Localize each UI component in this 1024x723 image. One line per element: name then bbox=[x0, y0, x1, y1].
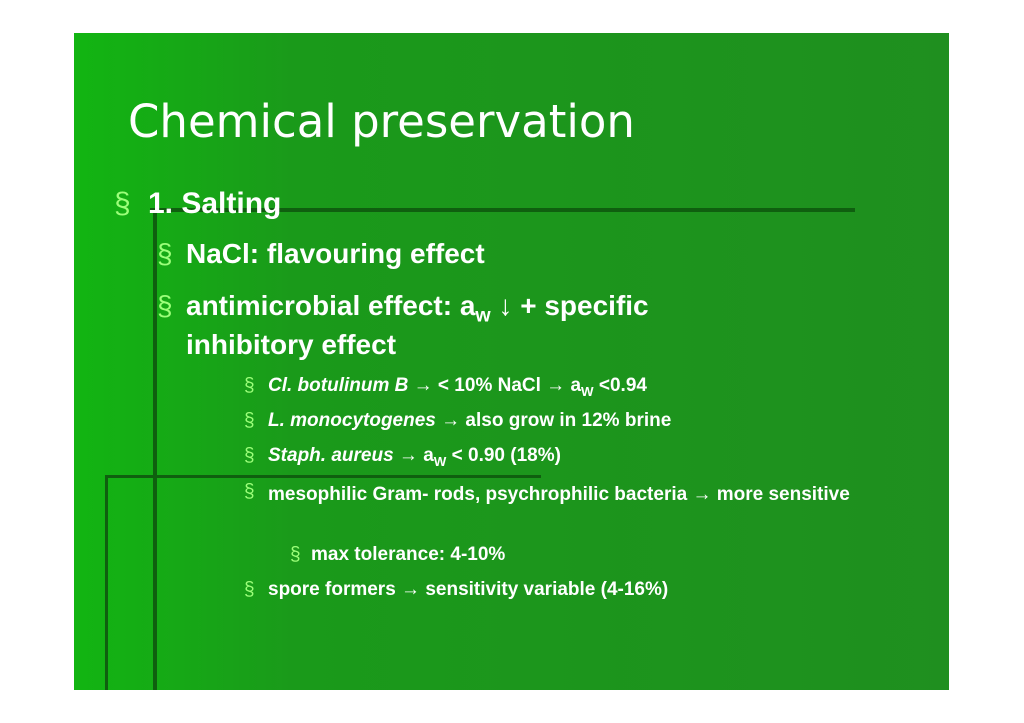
text: Staph. aureus bbox=[268, 445, 394, 466]
rule bbox=[150, 208, 855, 212]
item: 1. Salting bbox=[148, 186, 281, 222]
item: NaCl: flavouring effect bbox=[186, 237, 485, 271]
text: L. monocytogenes bbox=[268, 410, 436, 431]
item: max tolerance: 4-10% bbox=[311, 544, 505, 567]
text: → also grow in 12% brine bbox=[435, 410, 672, 431]
item: antimicrobial effect: aw ↓ + specific in… bbox=[186, 289, 776, 362]
item: Staph. aureus → aW < 0.90 (18%) bbox=[268, 445, 561, 470]
rule bbox=[105, 475, 108, 690]
subscript: w bbox=[475, 304, 491, 327]
rule bbox=[153, 208, 157, 690]
bullet: § bbox=[244, 375, 255, 396]
bullet: § bbox=[244, 445, 255, 466]
item: mesophilic Gram- rods, psychrophilic bac… bbox=[268, 481, 908, 509]
bullet: § bbox=[290, 544, 301, 565]
bullet: § bbox=[114, 187, 131, 220]
text: spore formers → sensitivity variable (4-… bbox=[268, 579, 669, 600]
bullet: § bbox=[157, 238, 173, 269]
bullet: § bbox=[244, 579, 255, 600]
item: Cl. botulinum B → < 10% NaCl → aW <0.94 bbox=[268, 375, 647, 400]
text: ↓ + specific inhibitory effect bbox=[186, 290, 649, 361]
slide: Chemical preservation § 1. Salting § NaC… bbox=[74, 33, 949, 690]
subscript: W bbox=[581, 383, 594, 399]
text: < 0.90 (18%) bbox=[446, 445, 561, 466]
text: <0.94 bbox=[593, 375, 647, 396]
text: → a bbox=[393, 445, 434, 466]
text: NaCl: flavouring effect bbox=[186, 238, 485, 269]
item: L. monocytogenes → also grow in 12% brin… bbox=[268, 410, 671, 433]
item: spore formers → sensitivity variable (4-… bbox=[268, 579, 668, 602]
text: mesophilic Gram- rods, psychrophilic bac… bbox=[268, 484, 850, 505]
text: antimicrobial effect: a bbox=[186, 290, 476, 321]
bullet: § bbox=[244, 481, 255, 502]
title: Chemical preservation bbox=[128, 95, 635, 148]
bullet: § bbox=[157, 290, 173, 321]
text: Cl. botulinum B bbox=[268, 375, 409, 396]
text: → < 10% NaCl → a bbox=[408, 375, 582, 396]
rule bbox=[105, 475, 541, 478]
bullet: § bbox=[244, 410, 255, 431]
subscript: W bbox=[433, 453, 447, 469]
text: 1. Salting bbox=[148, 187, 282, 220]
text: max tolerance: 4-10% bbox=[311, 544, 506, 565]
